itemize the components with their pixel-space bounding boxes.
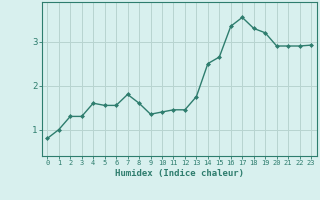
X-axis label: Humidex (Indice chaleur): Humidex (Indice chaleur)	[115, 169, 244, 178]
